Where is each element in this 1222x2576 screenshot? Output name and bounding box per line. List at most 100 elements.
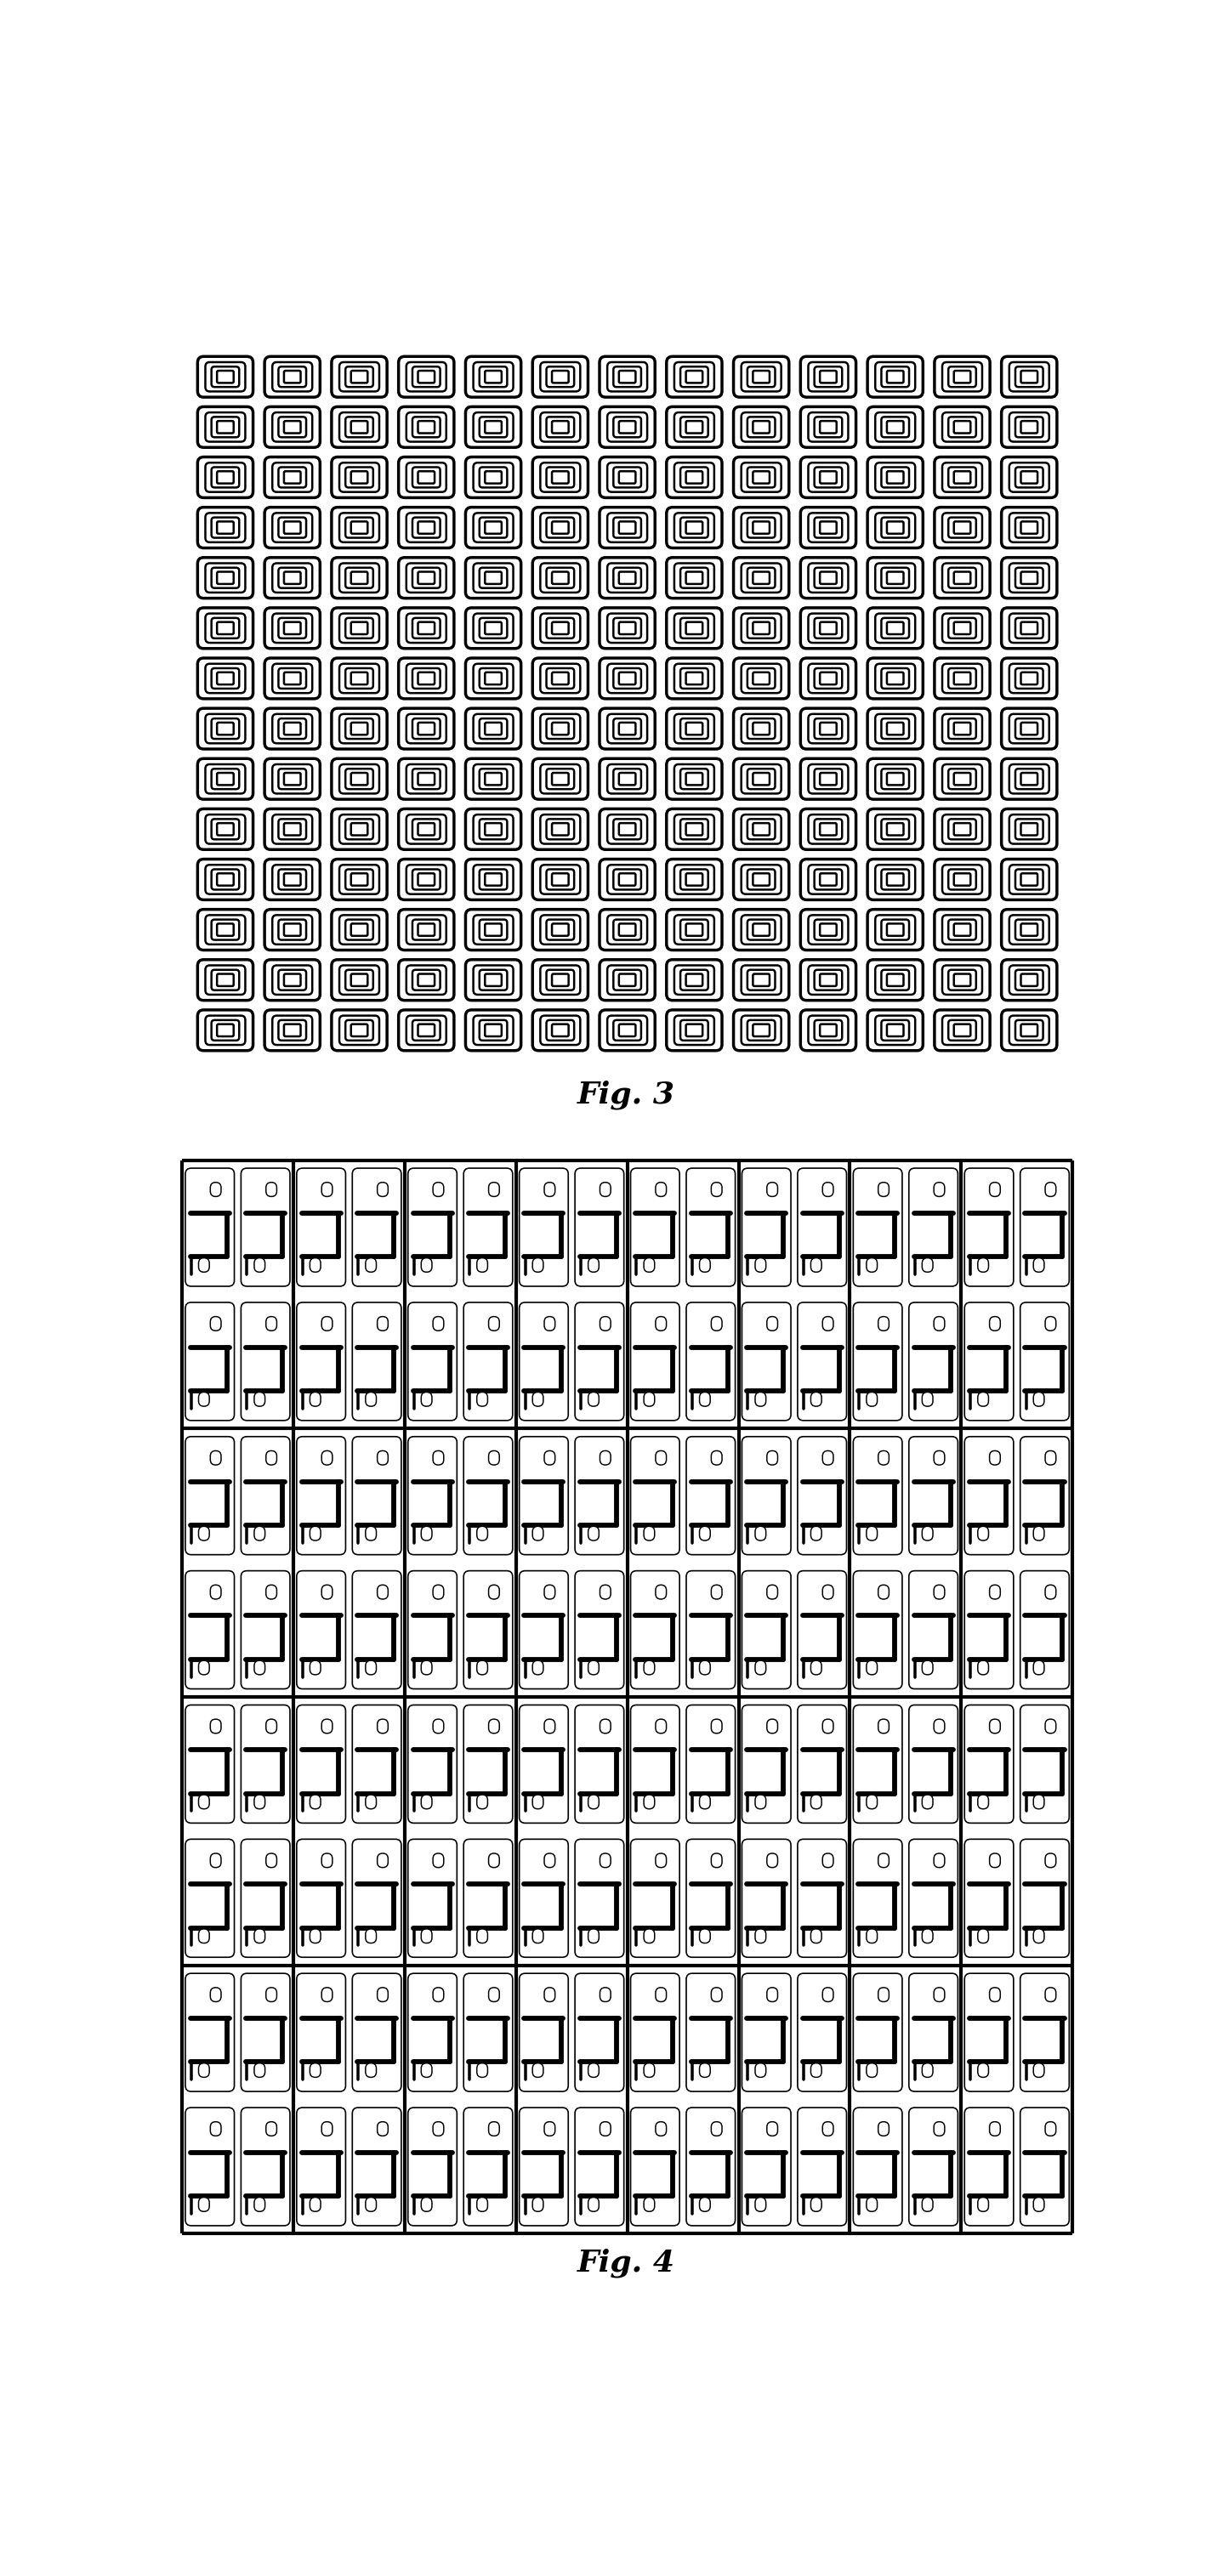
- FancyBboxPatch shape: [340, 866, 379, 894]
- FancyBboxPatch shape: [814, 868, 842, 889]
- FancyBboxPatch shape: [218, 1025, 233, 1036]
- FancyBboxPatch shape: [279, 868, 307, 889]
- FancyBboxPatch shape: [1015, 969, 1044, 989]
- FancyBboxPatch shape: [466, 809, 521, 850]
- FancyBboxPatch shape: [613, 667, 642, 688]
- FancyBboxPatch shape: [210, 1584, 221, 1600]
- FancyBboxPatch shape: [666, 961, 722, 999]
- FancyBboxPatch shape: [942, 613, 982, 644]
- FancyBboxPatch shape: [820, 371, 837, 384]
- FancyBboxPatch shape: [964, 2107, 1013, 2226]
- FancyBboxPatch shape: [613, 518, 642, 538]
- FancyBboxPatch shape: [297, 1571, 346, 1690]
- FancyBboxPatch shape: [418, 721, 435, 734]
- FancyBboxPatch shape: [820, 1025, 837, 1036]
- FancyBboxPatch shape: [422, 1929, 431, 1942]
- FancyBboxPatch shape: [613, 466, 642, 487]
- FancyBboxPatch shape: [810, 1528, 821, 1540]
- FancyBboxPatch shape: [463, 2107, 512, 2226]
- FancyBboxPatch shape: [198, 355, 253, 397]
- FancyBboxPatch shape: [990, 1718, 1001, 1734]
- FancyBboxPatch shape: [618, 672, 635, 685]
- FancyBboxPatch shape: [552, 471, 568, 484]
- FancyBboxPatch shape: [666, 507, 722, 549]
- FancyBboxPatch shape: [407, 412, 446, 440]
- FancyBboxPatch shape: [351, 420, 368, 433]
- FancyBboxPatch shape: [868, 407, 923, 448]
- FancyBboxPatch shape: [574, 1973, 624, 2092]
- FancyBboxPatch shape: [266, 1718, 276, 1734]
- FancyBboxPatch shape: [1009, 714, 1050, 744]
- FancyBboxPatch shape: [407, 914, 446, 945]
- FancyBboxPatch shape: [533, 860, 588, 899]
- FancyBboxPatch shape: [1009, 1015, 1050, 1046]
- FancyBboxPatch shape: [711, 1182, 722, 1195]
- FancyBboxPatch shape: [600, 507, 655, 549]
- FancyBboxPatch shape: [351, 520, 368, 533]
- FancyBboxPatch shape: [331, 961, 387, 999]
- FancyBboxPatch shape: [1002, 1010, 1057, 1051]
- FancyBboxPatch shape: [265, 608, 320, 649]
- FancyBboxPatch shape: [546, 417, 574, 438]
- FancyBboxPatch shape: [822, 1989, 833, 2002]
- FancyBboxPatch shape: [540, 363, 580, 392]
- FancyBboxPatch shape: [463, 1839, 512, 1958]
- FancyBboxPatch shape: [211, 819, 240, 840]
- FancyBboxPatch shape: [331, 860, 387, 899]
- FancyBboxPatch shape: [875, 866, 915, 894]
- FancyBboxPatch shape: [407, 1015, 446, 1046]
- FancyBboxPatch shape: [254, 1662, 265, 1674]
- FancyBboxPatch shape: [600, 1852, 611, 1868]
- FancyBboxPatch shape: [479, 518, 507, 538]
- FancyBboxPatch shape: [875, 564, 915, 592]
- FancyBboxPatch shape: [479, 618, 507, 639]
- FancyBboxPatch shape: [909, 1167, 958, 1285]
- FancyBboxPatch shape: [655, 1989, 666, 2002]
- FancyBboxPatch shape: [466, 1010, 521, 1051]
- FancyBboxPatch shape: [552, 520, 568, 533]
- FancyBboxPatch shape: [798, 1571, 847, 1690]
- FancyBboxPatch shape: [686, 621, 703, 634]
- FancyBboxPatch shape: [935, 1010, 990, 1051]
- FancyBboxPatch shape: [1045, 1584, 1056, 1600]
- FancyBboxPatch shape: [321, 1852, 332, 1868]
- FancyBboxPatch shape: [273, 613, 313, 644]
- FancyBboxPatch shape: [699, 1257, 710, 1273]
- FancyBboxPatch shape: [485, 1025, 501, 1036]
- FancyBboxPatch shape: [412, 366, 440, 386]
- FancyBboxPatch shape: [540, 765, 580, 793]
- FancyBboxPatch shape: [340, 765, 379, 793]
- FancyBboxPatch shape: [881, 518, 909, 538]
- FancyBboxPatch shape: [1020, 471, 1037, 484]
- FancyBboxPatch shape: [331, 757, 387, 799]
- FancyBboxPatch shape: [1020, 1839, 1069, 1958]
- FancyBboxPatch shape: [666, 608, 722, 649]
- FancyBboxPatch shape: [398, 407, 455, 448]
- FancyBboxPatch shape: [868, 556, 923, 598]
- FancyBboxPatch shape: [675, 613, 714, 644]
- FancyBboxPatch shape: [346, 969, 373, 989]
- FancyBboxPatch shape: [887, 873, 903, 886]
- FancyBboxPatch shape: [346, 1020, 373, 1041]
- FancyBboxPatch shape: [808, 966, 848, 994]
- FancyBboxPatch shape: [748, 366, 775, 386]
- FancyBboxPatch shape: [198, 2197, 209, 2213]
- FancyBboxPatch shape: [398, 507, 455, 549]
- FancyBboxPatch shape: [742, 1839, 791, 1958]
- FancyBboxPatch shape: [463, 1303, 512, 1419]
- FancyBboxPatch shape: [422, 2197, 431, 2213]
- FancyBboxPatch shape: [346, 868, 373, 889]
- FancyBboxPatch shape: [935, 657, 990, 698]
- FancyBboxPatch shape: [600, 2123, 611, 2136]
- FancyBboxPatch shape: [574, 1437, 624, 1556]
- FancyBboxPatch shape: [378, 1989, 389, 2002]
- FancyBboxPatch shape: [675, 665, 714, 693]
- FancyBboxPatch shape: [1015, 618, 1044, 639]
- FancyBboxPatch shape: [866, 1929, 877, 1942]
- FancyBboxPatch shape: [588, 1257, 599, 1273]
- FancyBboxPatch shape: [607, 914, 648, 945]
- FancyBboxPatch shape: [466, 757, 521, 799]
- FancyBboxPatch shape: [923, 1795, 932, 1808]
- FancyBboxPatch shape: [868, 608, 923, 649]
- FancyBboxPatch shape: [433, 1852, 444, 1868]
